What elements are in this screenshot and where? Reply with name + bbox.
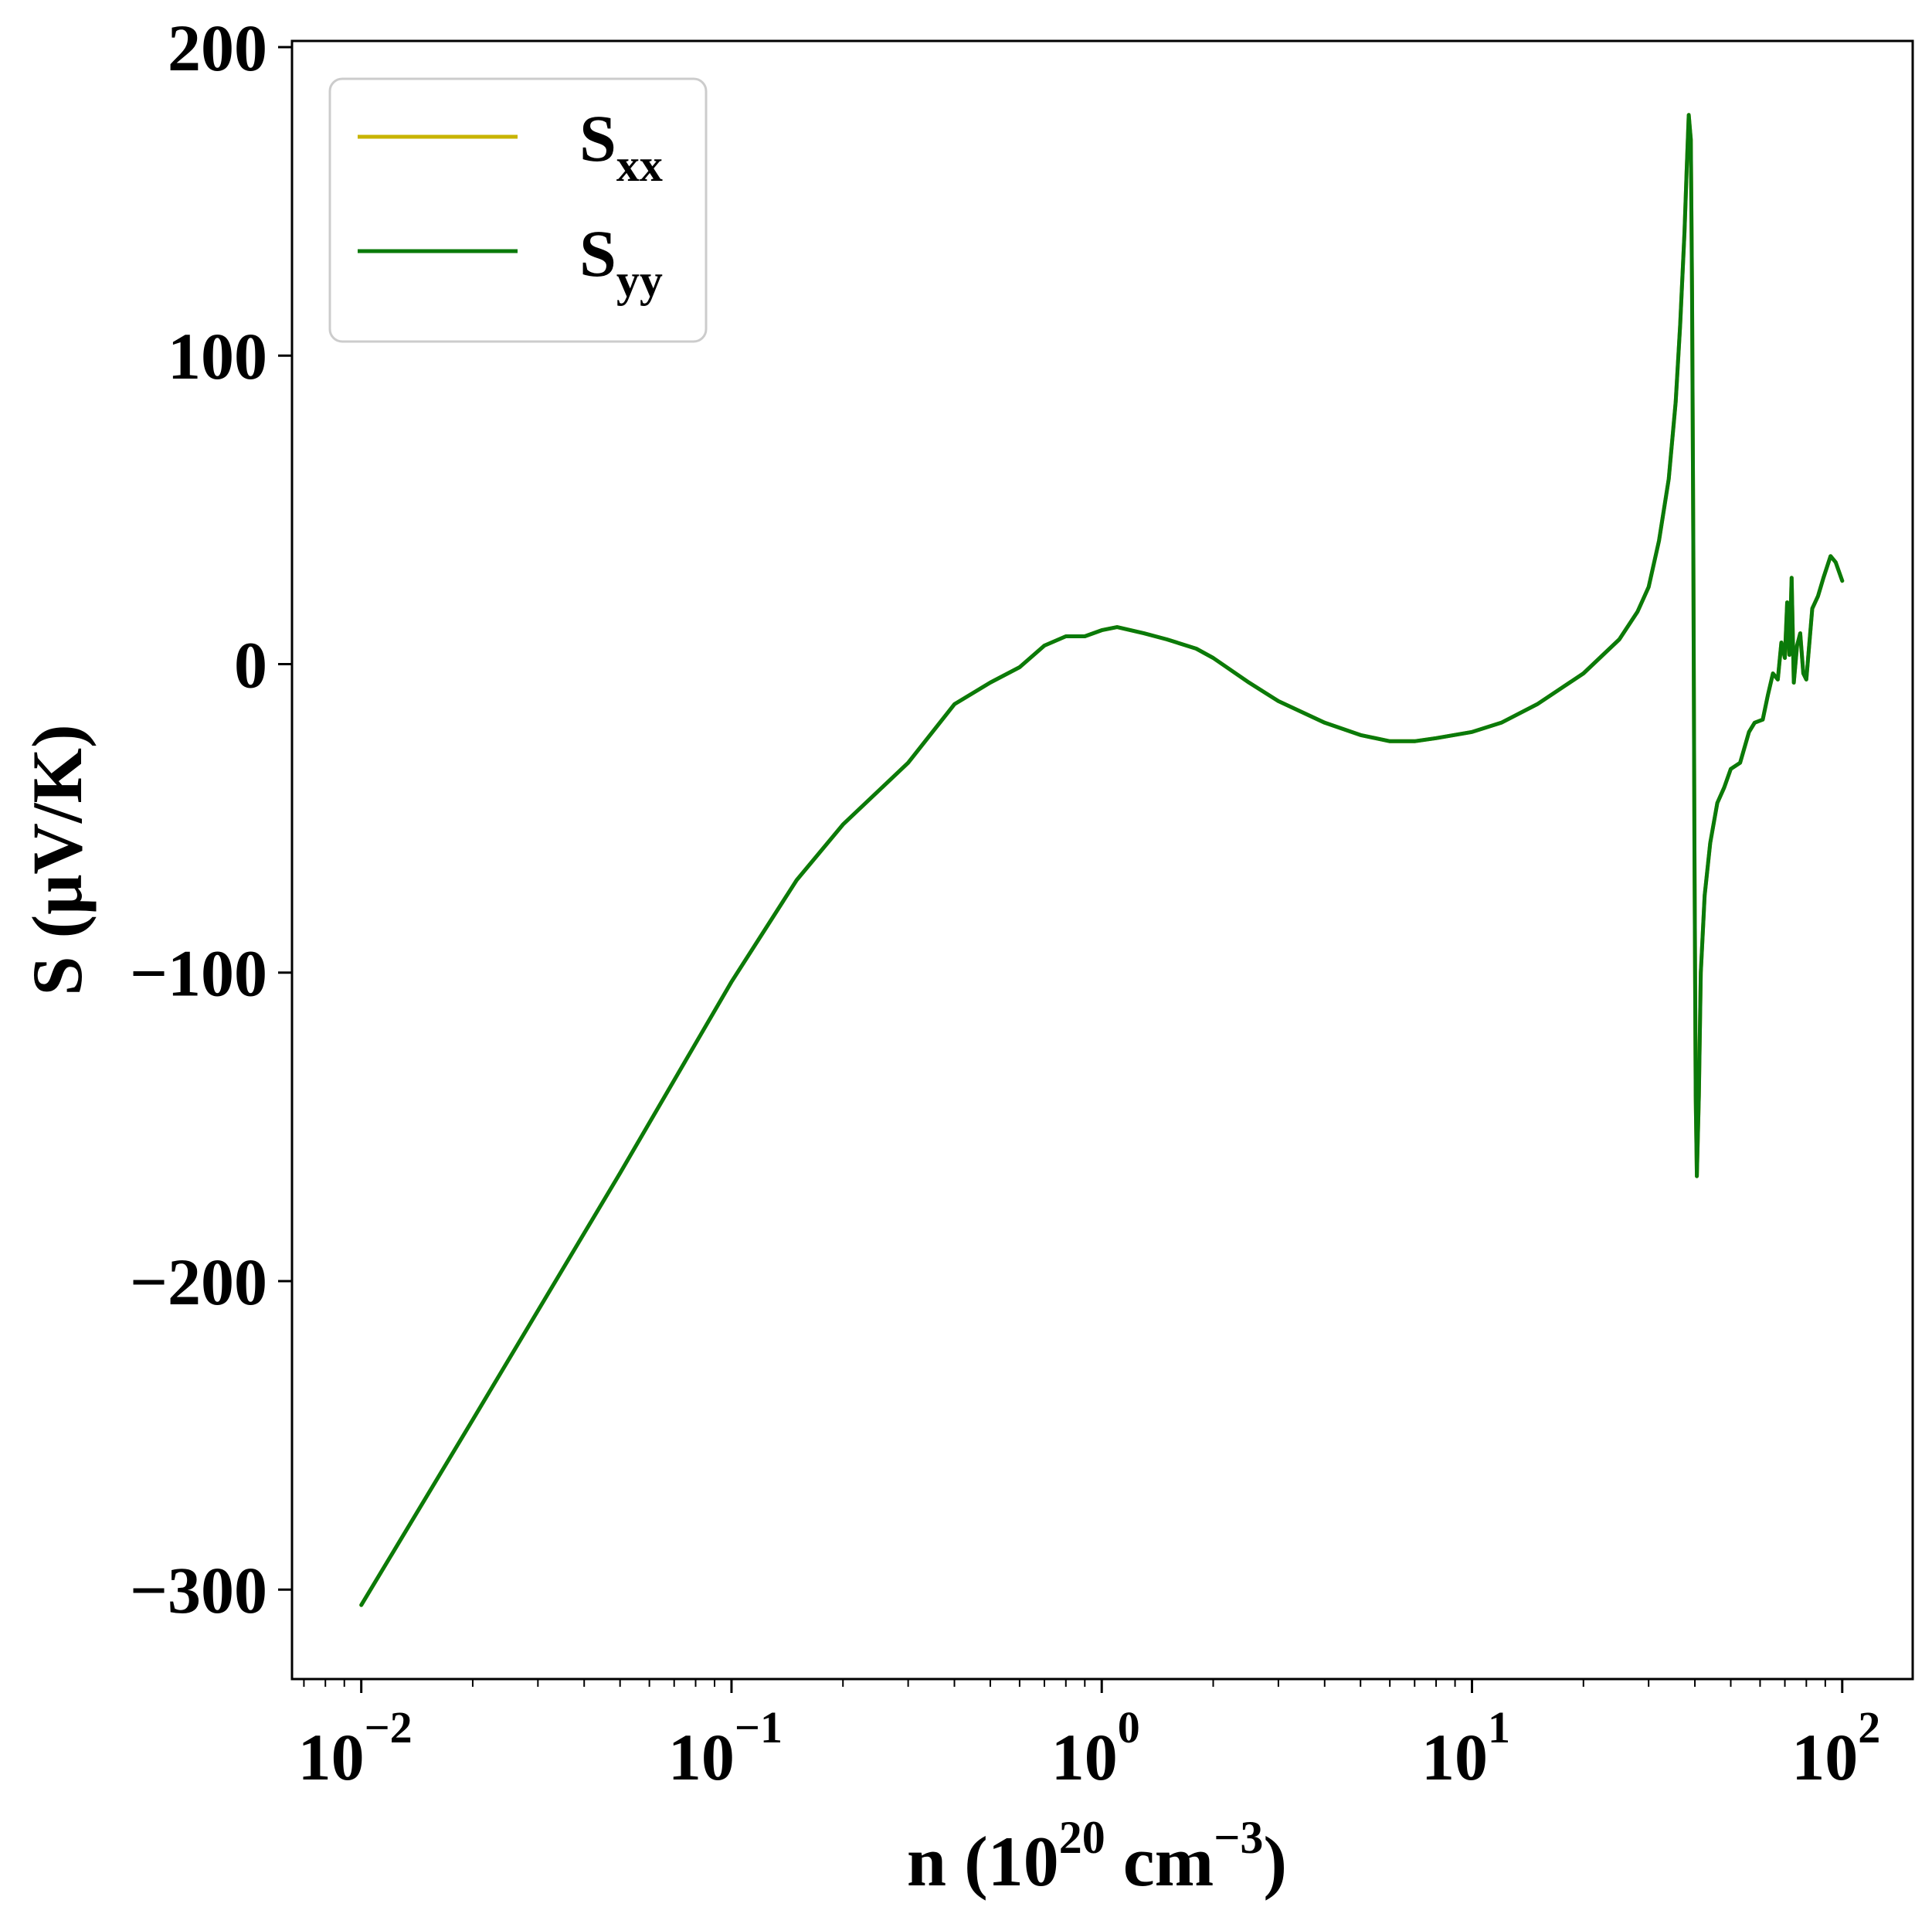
y-tick-label: 100 [168, 319, 267, 393]
x-axis-minor-ticks [303, 1679, 1826, 1687]
x-tick-label-exp: 2 [1858, 1702, 1880, 1752]
x-tick-label: 10−1 [668, 1702, 783, 1794]
x-axis-label-sup2: −3 [1214, 1812, 1263, 1863]
legend-label-sxx: Sxx [579, 101, 663, 191]
legend-box [328, 77, 708, 343]
y-tick-label: 200 [168, 11, 267, 85]
y-tick-label: −300 [130, 1553, 267, 1627]
series-line-syy [359, 113, 1845, 1607]
y-tick-label: −200 [130, 1245, 267, 1319]
y-tick-label: −100 [130, 937, 267, 1011]
x-tick-label-base: 10 [668, 1720, 735, 1794]
y-axis-ticks: 200 100 0 −100 −200 −300 [130, 11, 292, 1627]
x-tick-label: 10−2 [298, 1702, 413, 1794]
x-tick-label: 100 [1051, 1702, 1140, 1794]
legend-label-syy: Syy [579, 216, 663, 306]
y-axis-label: S (μV/K) [18, 724, 97, 995]
legend: Sxx Syy [328, 77, 708, 343]
x-axis-label-sup1: 20 [1059, 1812, 1105, 1863]
x-tick-label-exp: −2 [365, 1702, 413, 1752]
x-tick-label-exp: 0 [1118, 1702, 1140, 1752]
x-axis-label: n (1020 cm−3) [907, 1812, 1287, 1901]
legend-label-syy-base: S [579, 216, 616, 291]
x-axis-label-end: ) [1263, 1822, 1287, 1901]
x-tick-label-base: 10 [1791, 1720, 1858, 1794]
x-tick-label-base: 10 [1421, 1720, 1488, 1794]
legend-label-syy-sub: yy [616, 255, 663, 306]
x-tick-label-exp: −1 [735, 1702, 783, 1752]
x-tick-label-exp: 1 [1488, 1702, 1510, 1752]
x-tick-label: 102 [1791, 1702, 1880, 1794]
legend-label-sxx-sub: xx [616, 140, 663, 191]
x-tick-label: 101 [1421, 1702, 1510, 1794]
x-tick-label-base: 10 [1051, 1720, 1118, 1794]
y-tick-label: 0 [234, 627, 267, 702]
x-axis-label-main: n (10 [907, 1822, 1059, 1901]
x-axis-label-mid: cm [1105, 1822, 1214, 1901]
x-axis-ticks: 10−2 10−1 100 101 102 [298, 1679, 1880, 1794]
x-tick-label-base: 10 [298, 1720, 365, 1794]
legend-label-sxx-base: S [579, 101, 616, 175]
series-layer [359, 113, 1845, 1607]
